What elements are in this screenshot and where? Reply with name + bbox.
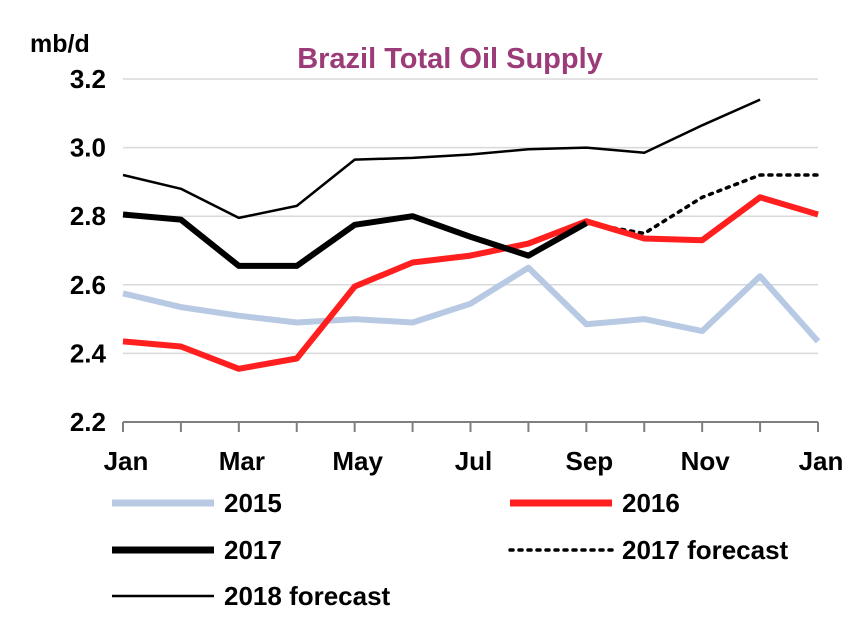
legend-label: 2018 forecast — [224, 581, 391, 611]
series-lines — [122, 98, 821, 372]
x-tick-label: Jan — [104, 446, 149, 476]
axes — [122, 421, 819, 432]
tick-labels: 2.2 2.4 2.6 2.8 3.0 3.2 Jan Mar May Jul Sep Nov Jan — [70, 64, 844, 476]
legend: 2015 2016 2017 2017 forecast 2018 forecast — [112, 488, 789, 611]
y-tick-label: 3.2 — [70, 64, 106, 94]
y-tick-label: 2.8 — [70, 201, 106, 231]
series-line-2015 — [122, 264, 821, 344]
gridlines — [123, 78, 818, 355]
y-tick-label: 2.4 — [70, 338, 107, 368]
y-axis-unit-label: mb/d — [30, 30, 90, 58]
x-tick-label: Sep — [565, 446, 613, 476]
series-line-2018-forecast — [122, 98, 761, 220]
x-tick-label: Jan — [799, 446, 844, 476]
series-line-2017 — [122, 211, 588, 269]
y-tick-label: 2.2 — [70, 407, 106, 437]
x-tick-label: Jul — [455, 446, 493, 476]
x-tick-label: May — [332, 446, 383, 476]
legend-label: 2017 — [224, 535, 282, 565]
x-tick-label: Mar — [219, 446, 265, 476]
legend-label: 2015 — [224, 488, 282, 518]
chart-title: Brazil Total Oil Supply — [297, 43, 603, 75]
x-tick-label: Nov — [681, 446, 731, 476]
series-line-2016 — [122, 194, 819, 372]
legend-label: 2017 forecast — [622, 535, 789, 565]
y-tick-label: 2.6 — [70, 270, 106, 300]
y-tick-label: 3.0 — [70, 133, 106, 163]
legend-label: 2016 — [622, 488, 680, 518]
